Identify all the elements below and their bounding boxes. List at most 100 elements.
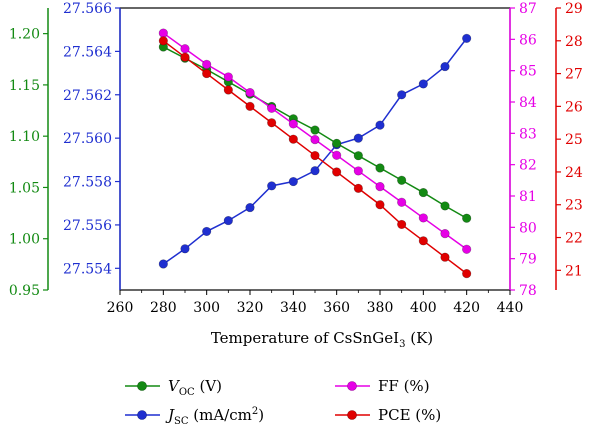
legend-item-voc: VOC (V) <box>125 377 222 398</box>
data-point-pce <box>353 183 363 193</box>
x-tick-label: 260 <box>107 300 134 316</box>
jsc-axis: 27.554 27.556 27.558 27.560 27.562 27.564 27.5… <box>63 1 121 290</box>
data-point-voc <box>310 125 320 135</box>
data-point-pce <box>397 219 407 230</box>
data-point-jsc <box>310 166 320 176</box>
data-point-ff <box>440 229 450 239</box>
data-point-pce <box>202 68 212 79</box>
data-point-jsc <box>223 215 233 226</box>
legend-item-jsc: JSC (mA/cm2) <box>125 406 264 427</box>
x-tick-label: 300 <box>193 300 220 316</box>
ff-axis-tick-label: 87 <box>519 1 537 17</box>
ff-axis-tick-label: 78 <box>519 283 537 299</box>
voc-axis-tick-label: 1.10 <box>9 129 40 145</box>
plot-frame <box>119 7 511 291</box>
voc-axis: 0.95 1.00 1.05 1.10 1.15 1.20 <box>9 8 49 299</box>
jsc-axis-tick-label: 27.560 <box>63 131 112 147</box>
data-point-pce <box>375 200 385 210</box>
voc-axis-tick-label: 0.95 <box>9 283 40 299</box>
x-axis-label-subscript: 3 <box>399 339 405 350</box>
pce-axis-tick-label: 23 <box>565 198 583 214</box>
x-tick-label: 440 <box>497 300 524 316</box>
data-point-ff <box>267 103 277 113</box>
pce-axis-tick-label: 21 <box>565 263 583 279</box>
data-point-jsc <box>440 61 450 72</box>
x-tick-label: 280 <box>150 300 177 316</box>
data-point-ff <box>375 182 385 192</box>
data-point-pce <box>462 269 472 279</box>
x-tick-label: 420 <box>453 300 480 316</box>
voc-axis-tick-label: 1.20 <box>9 27 40 43</box>
voc-axis-tick-label: 1.15 <box>9 78 40 94</box>
legend-voc-sub: OC <box>179 387 195 398</box>
data-point-ff <box>397 197 407 207</box>
data-point-pce <box>288 134 298 144</box>
voc-axis-tick-label: 1.05 <box>9 180 40 196</box>
data-point-pce <box>245 101 255 111</box>
data-point-ff <box>158 28 168 38</box>
jsc-axis-tick-label: 27.554 <box>63 261 112 277</box>
legend-jsc-name: J <box>165 406 175 424</box>
legend-pce-name: PCE (%) <box>378 406 441 424</box>
legend-item-pce: PCE (%) <box>335 406 441 424</box>
data-point-voc <box>397 175 407 185</box>
x-axis-label: Temperature of CsSnGeI3 (K) <box>211 329 433 350</box>
pce-axis-tick-label: 22 <box>565 231 583 247</box>
jsc-axis-tick-label: 27.556 <box>63 218 112 234</box>
data-point-ff <box>462 244 472 254</box>
data-point-jsc <box>158 259 168 269</box>
x-tick-label: 400 <box>410 300 437 316</box>
data-point-jsc <box>202 226 212 237</box>
legend-jsc-unit: (mA/cm <box>189 406 252 424</box>
data-point-pce <box>180 52 190 62</box>
ff-axis-tick-label: 84 <box>519 95 537 111</box>
data-point-pce <box>440 252 450 262</box>
pce-axis-tick-label: 24 <box>565 165 583 181</box>
pce-axis: 21 22 23 24 25 26 27 28 29 <box>555 1 583 290</box>
ff-axis-tick-label: 82 <box>519 158 537 174</box>
data-point-ff <box>180 44 190 54</box>
data-point-jsc <box>267 181 277 191</box>
series-layer <box>158 28 472 279</box>
x-axis-label-unit: (K) <box>405 329 433 347</box>
pce-axis-tick-label: 29 <box>565 1 583 17</box>
jsc-axis-tick-label: 27.558 <box>63 175 112 191</box>
ff-axis-tick-label: 83 <box>519 126 537 142</box>
data-point-ff <box>202 59 212 70</box>
data-point-ff <box>310 135 320 145</box>
data-point-pce <box>267 118 277 128</box>
data-point-jsc <box>418 79 428 89</box>
data-point-ff <box>353 166 363 176</box>
data-point-jsc <box>397 90 407 100</box>
data-point-pce <box>223 85 233 95</box>
ff-axis-tick-label: 85 <box>519 64 537 80</box>
x-tick-label: 320 <box>237 300 264 316</box>
svg-text:VOC (V): VOC (V) <box>168 377 222 398</box>
jsc-axis-tick-label: 27.566 <box>63 1 112 17</box>
data-point-jsc <box>462 33 472 43</box>
data-point-jsc <box>245 202 255 213</box>
svg-text:JSC (mA/cm2): JSC (mA/cm2) <box>165 406 264 427</box>
ff-axis: 78 79 80 81 82 83 84 85 86 87 <box>509 1 537 299</box>
data-point-pce <box>310 150 320 161</box>
x-axis: 260 280 300 320 340 360 380 400 420 440 <box>107 290 524 316</box>
data-point-ff <box>332 150 342 160</box>
data-point-pce <box>418 236 428 246</box>
x-tick-label: 380 <box>367 300 394 316</box>
legend-voc-name: V <box>168 377 181 395</box>
data-point-voc <box>440 201 450 211</box>
x-tick-label: 340 <box>280 300 307 316</box>
data-point-pce <box>332 167 342 177</box>
data-point-ff <box>288 119 298 129</box>
data-point-ff <box>245 87 255 98</box>
legend-jsc-tail: ) <box>258 406 264 424</box>
pce-axis-tick-label: 27 <box>565 67 583 83</box>
legend-ff-name: FF (%) <box>378 377 430 395</box>
legend-jsc-sub: SC <box>174 416 189 427</box>
jsc-axis-tick-label: 27.562 <box>63 88 112 104</box>
data-point-ff <box>418 213 428 223</box>
pce-axis-tick-label: 25 <box>565 132 583 148</box>
data-point-voc <box>353 151 363 161</box>
data-point-voc <box>375 163 385 173</box>
